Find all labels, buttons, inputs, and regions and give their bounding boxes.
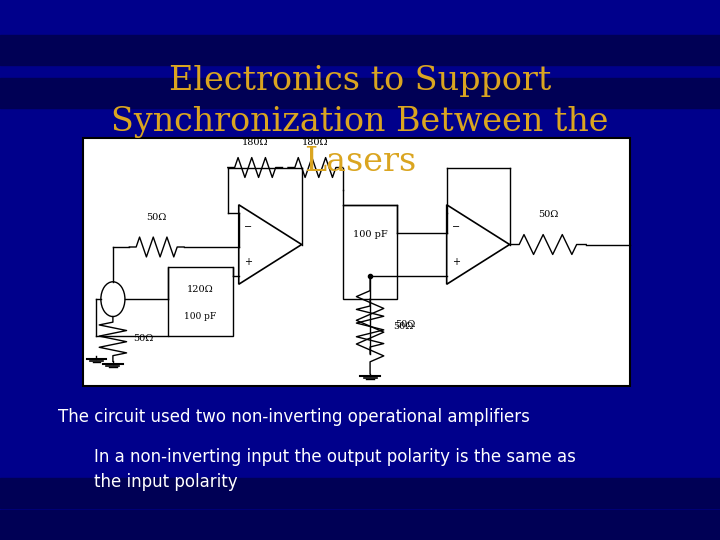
Text: 180Ω: 180Ω — [302, 138, 328, 147]
Text: 50Ω: 50Ω — [392, 322, 413, 331]
Text: +: + — [244, 258, 252, 267]
Text: 50Ω: 50Ω — [395, 321, 416, 329]
Bar — [0, 35, 720, 65]
Text: The circuit used two non-inverting operational amplifiers: The circuit used two non-inverting opera… — [58, 408, 529, 426]
Text: 100 pF: 100 pF — [184, 313, 217, 321]
Text: Electronics to Support
Synchronization Between the
Lasers: Electronics to Support Synchronization B… — [112, 65, 608, 178]
Bar — [0, 478, 720, 508]
Text: 100 pF: 100 pF — [353, 231, 387, 239]
Text: 50Ω: 50Ω — [538, 210, 558, 219]
Text: 180Ω: 180Ω — [242, 138, 269, 147]
Text: −: − — [244, 221, 252, 232]
Bar — [0, 510, 720, 540]
Bar — [343, 205, 397, 299]
Bar — [168, 267, 233, 336]
Text: In a non-inverting input the output polarity is the same as
the input polarity: In a non-inverting input the output pola… — [94, 448, 575, 491]
Bar — [0, 78, 720, 108]
Text: 120Ω: 120Ω — [187, 285, 214, 294]
Text: −: − — [452, 221, 460, 232]
Text: 50Ω: 50Ω — [132, 334, 153, 343]
Text: +: + — [452, 258, 460, 267]
Text: 50Ω: 50Ω — [146, 213, 167, 222]
Bar — [83, 138, 630, 386]
